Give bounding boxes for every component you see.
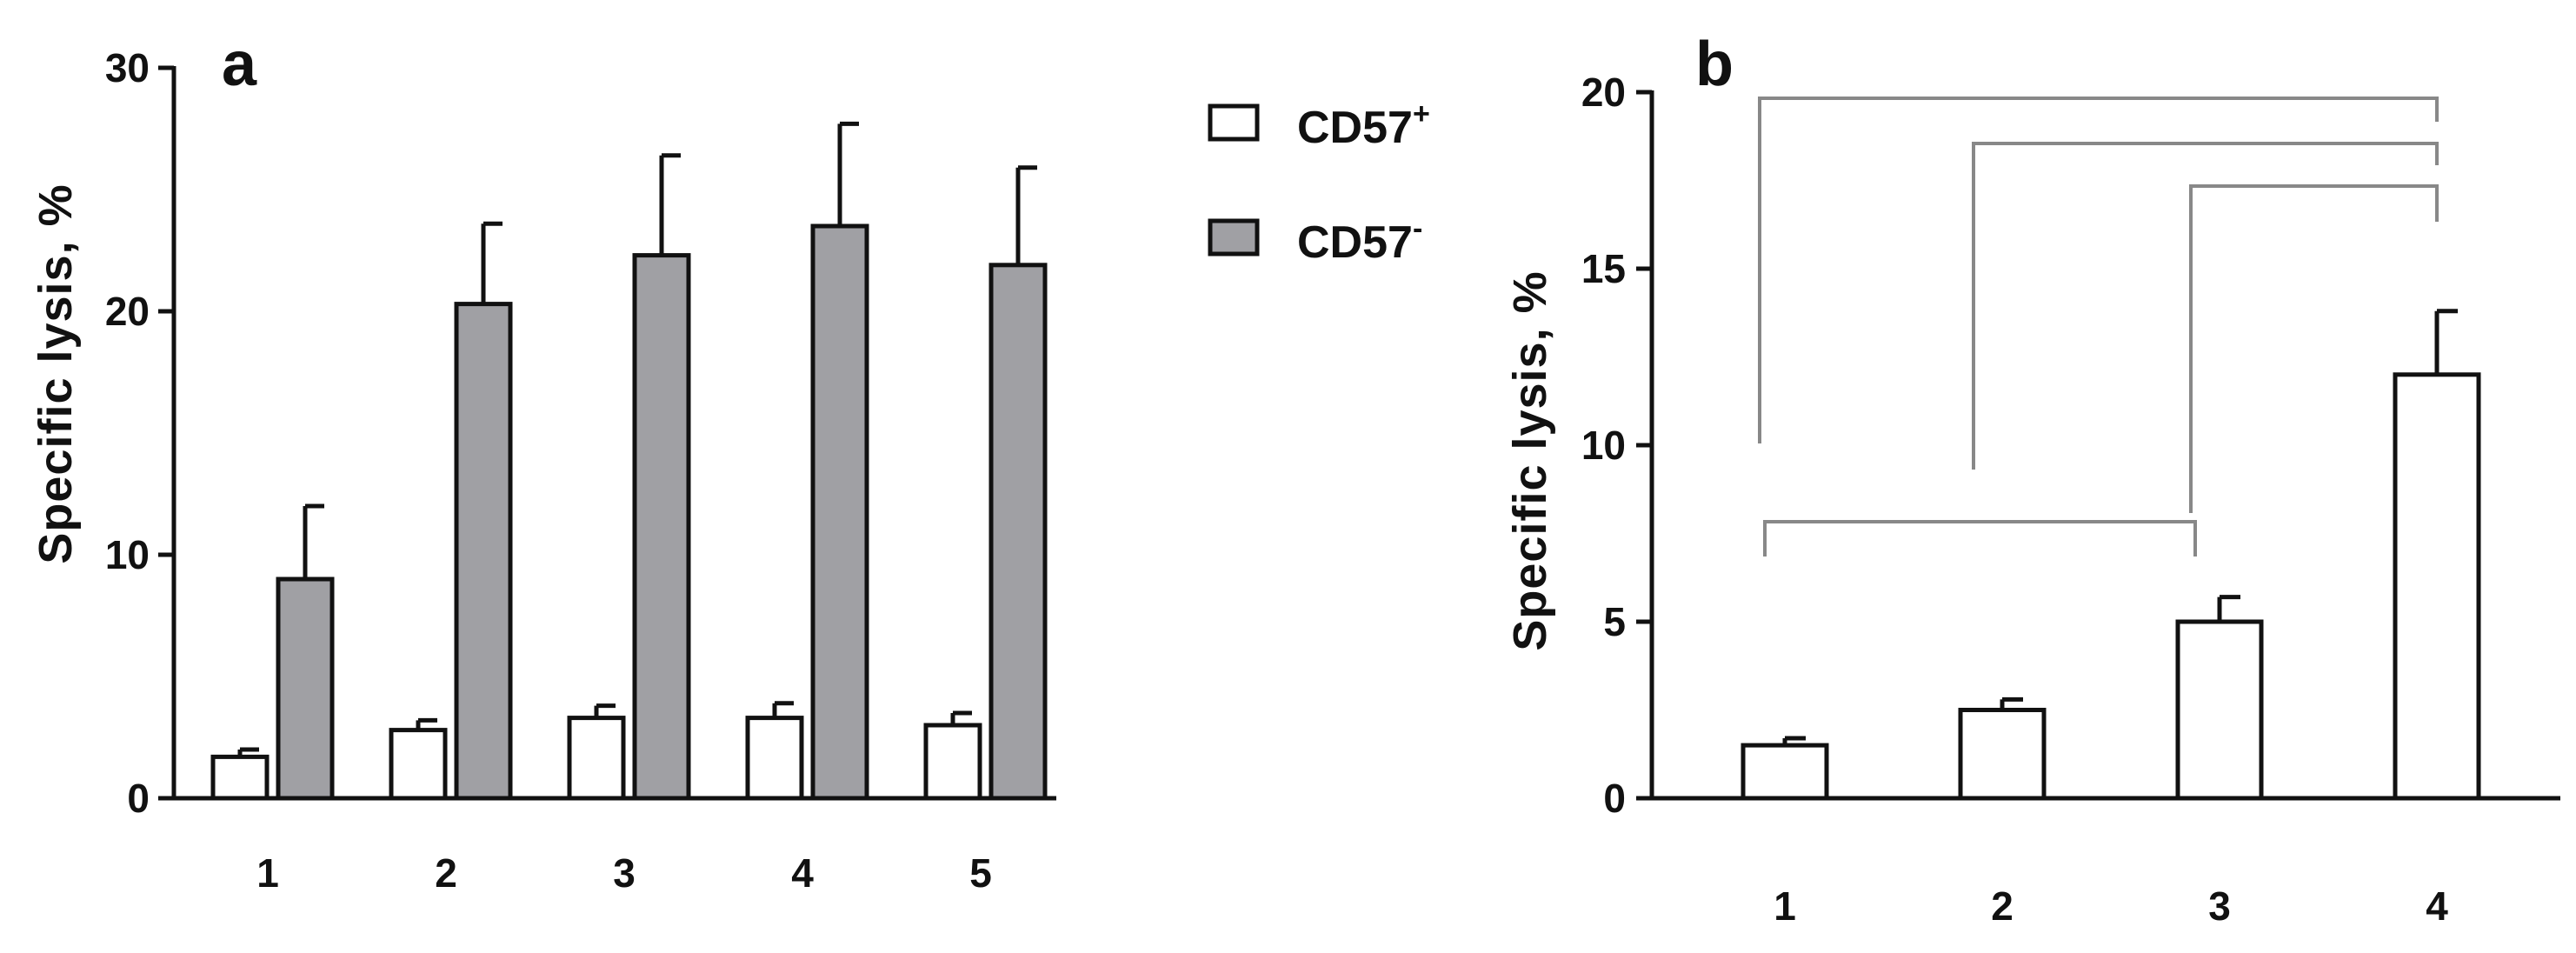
panel-a-bar (632, 253, 691, 801)
panel-a-bars (210, 121, 1048, 801)
panel-b-y-tick-label: 0 (1603, 776, 1626, 821)
legend-label: CD57+ (1297, 97, 1430, 153)
panel-a-bar (276, 576, 335, 801)
panel-b-y-tick-label: 20 (1581, 70, 1626, 115)
panel-b-y-axis-title: Specific lysis, % (1504, 270, 1556, 650)
panel-a-letter: a (222, 30, 257, 99)
panel-a-bar (810, 223, 869, 801)
legend: CD57+ CD57- (1208, 97, 1430, 268)
panel-a-x-tick-label: 3 (613, 850, 636, 896)
panel-b-x-tick-label: 1 (1774, 883, 1796, 929)
panel-b-bar (2393, 372, 2481, 801)
panel-a-x-tick-label: 5 (969, 850, 992, 896)
panel-a-y-tick-label: 0 (127, 776, 150, 821)
panel-b-y-tick-label: 5 (1603, 599, 1626, 644)
panel-a-y-axis-title: Specific lysis, % (30, 183, 82, 563)
panel-b-y-tick-label: 15 (1581, 246, 1626, 291)
panel-a-bar (923, 723, 982, 801)
panel-b-significance-brackets (1758, 97, 2439, 556)
panel-a-bar (454, 302, 513, 801)
significance-bracket (1758, 97, 2439, 443)
panel-b-chart: b Specific lysis, % 0 5 10 15 20 1 2 3 4 (1504, 30, 2560, 929)
panel-a-y-tick-label: 30 (105, 45, 150, 90)
panel-a-x-tick-label: 1 (256, 850, 279, 896)
panel-b-bar (1741, 743, 1829, 801)
panel-a-chart: a Specific lysis, % 0 10 20 30 1 2 3 4 5 (30, 30, 1056, 896)
panel-a-bar (210, 754, 270, 801)
panel-b-bar (1958, 708, 2047, 801)
panel-a-y-tick-label: 10 (105, 532, 150, 577)
legend-swatch (1208, 103, 1260, 142)
panel-a-x-tick-label: 4 (791, 850, 814, 896)
panel-b-bars (1741, 309, 2481, 801)
panel-b-letter: b (1695, 30, 1734, 99)
panel-b-y-tick-label: 10 (1581, 423, 1626, 468)
panel-a-bar (745, 716, 804, 801)
panel-a-bar (389, 728, 448, 801)
panel-b-x-tick-label: 3 (2208, 883, 2231, 929)
significance-bracket (1972, 142, 2439, 470)
legend-swatch (1208, 218, 1260, 257)
significance-bracket (1763, 520, 2197, 556)
panel-b-x-tick-label: 2 (1991, 883, 2014, 929)
panel-a-y-tick-label: 20 (105, 289, 150, 334)
panel-b-x-tick-label: 4 (2426, 883, 2448, 929)
panel-b-bar (2175, 619, 2264, 801)
legend-label: CD57- (1297, 212, 1422, 268)
significance-bracket (2189, 184, 2439, 513)
panel-a-bar (988, 263, 1048, 801)
panel-a-x-tick-label: 2 (435, 850, 457, 896)
panel-a-bar (567, 716, 626, 801)
